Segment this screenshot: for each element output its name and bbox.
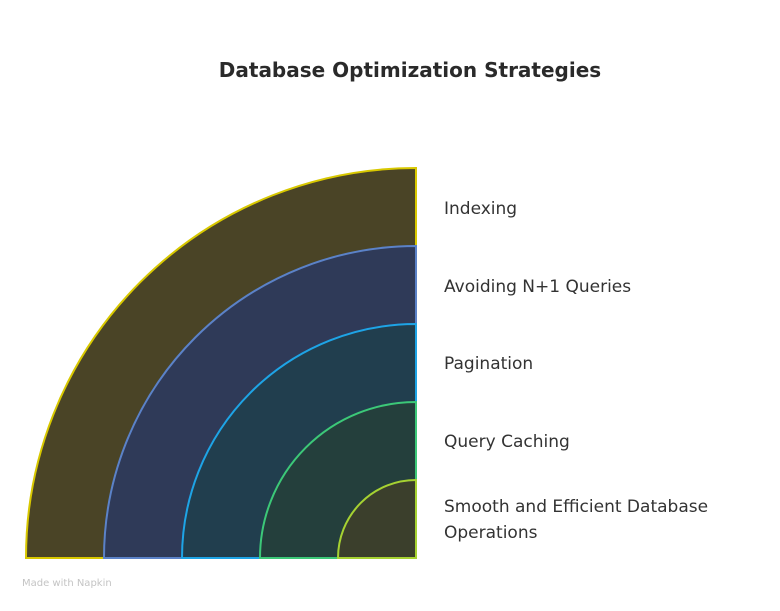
watermark: Made with Napkin [22,578,112,589]
layer-label: Smooth and Efficient Database Operations [444,497,709,543]
layer-label: Pagination [444,354,534,374]
ring-5 [336,478,417,559]
layer-label: Query Caching [444,432,570,452]
layer-label: Indexing [444,199,518,219]
layer-label: Avoiding N+1 Queries [444,277,632,297]
title: Database Optimization Strategies [218,58,602,82]
